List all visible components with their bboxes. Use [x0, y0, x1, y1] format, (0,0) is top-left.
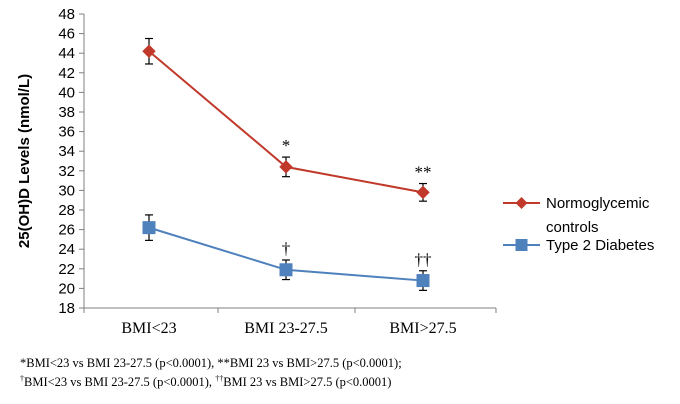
y-tick-label: 24	[58, 241, 75, 258]
legend-diamond-marker	[515, 197, 528, 209]
diamond-marker	[142, 44, 156, 58]
diamond-marker	[279, 160, 293, 174]
y-tick-label: 32	[58, 163, 75, 180]
footnote-line-2: †BMI<23 vs BMI 23-27.5 (p<0.0001), ††BMI…	[20, 374, 670, 390]
square-marker	[142, 221, 156, 235]
x-tick-label: BMI>27.5	[389, 320, 456, 337]
footnote-double-dagger: ††	[215, 374, 224, 383]
y-tick-label: 26	[58, 222, 75, 239]
legend-label: controls	[546, 219, 599, 236]
y-tick-label: 40	[58, 84, 75, 101]
y-tick-label: 42	[58, 65, 75, 82]
y-tick-label: 34	[58, 143, 75, 160]
significance-mark: †	[282, 239, 291, 258]
square-marker	[279, 263, 293, 277]
y-tick-label: 18	[58, 300, 75, 317]
footnote-text-2a: BMI<23 vs BMI 23-27.5 (p<0.0001),	[24, 375, 216, 390]
x-tick-label: BMI<23	[121, 320, 176, 337]
y-axis-title: 25(OH)D Levels (nmol/L)	[16, 74, 33, 248]
footnote-text-2b: BMI 23 vs BMI>27.5 (p<0.0001)	[223, 375, 392, 390]
y-tick-label: 44	[58, 45, 75, 62]
diamond-marker	[416, 185, 430, 200]
significance-mark: ††	[415, 250, 432, 269]
square-marker	[416, 274, 430, 288]
legend-label: Normoglycemic	[546, 195, 650, 212]
footnote-text-1: *BMI<23 vs BMI 23-27.5 (p<0.0001), **BMI…	[20, 356, 402, 370]
footnote-dagger: †	[20, 374, 24, 383]
y-tick-label: 36	[58, 124, 75, 141]
y-tick-label: 22	[58, 261, 75, 278]
y-tick-label: 20	[58, 280, 75, 297]
y-tick-label: 30	[58, 182, 75, 199]
y-tick-label: 48	[58, 6, 75, 23]
legend-label: Type 2 Diabetes	[546, 237, 654, 254]
footnote-line-1: *BMI<23 vs BMI 23-27.5 (p<0.0001), **BMI…	[20, 356, 670, 371]
y-tick-label: 38	[58, 104, 75, 121]
y-tick-label: 28	[58, 202, 75, 219]
x-tick-label: BMI 23-27.5	[244, 320, 328, 337]
significance-mark: **	[415, 163, 432, 182]
legend-square-marker	[515, 239, 528, 251]
significance-mark: *	[282, 136, 291, 155]
y-tick-label: 46	[58, 26, 75, 43]
